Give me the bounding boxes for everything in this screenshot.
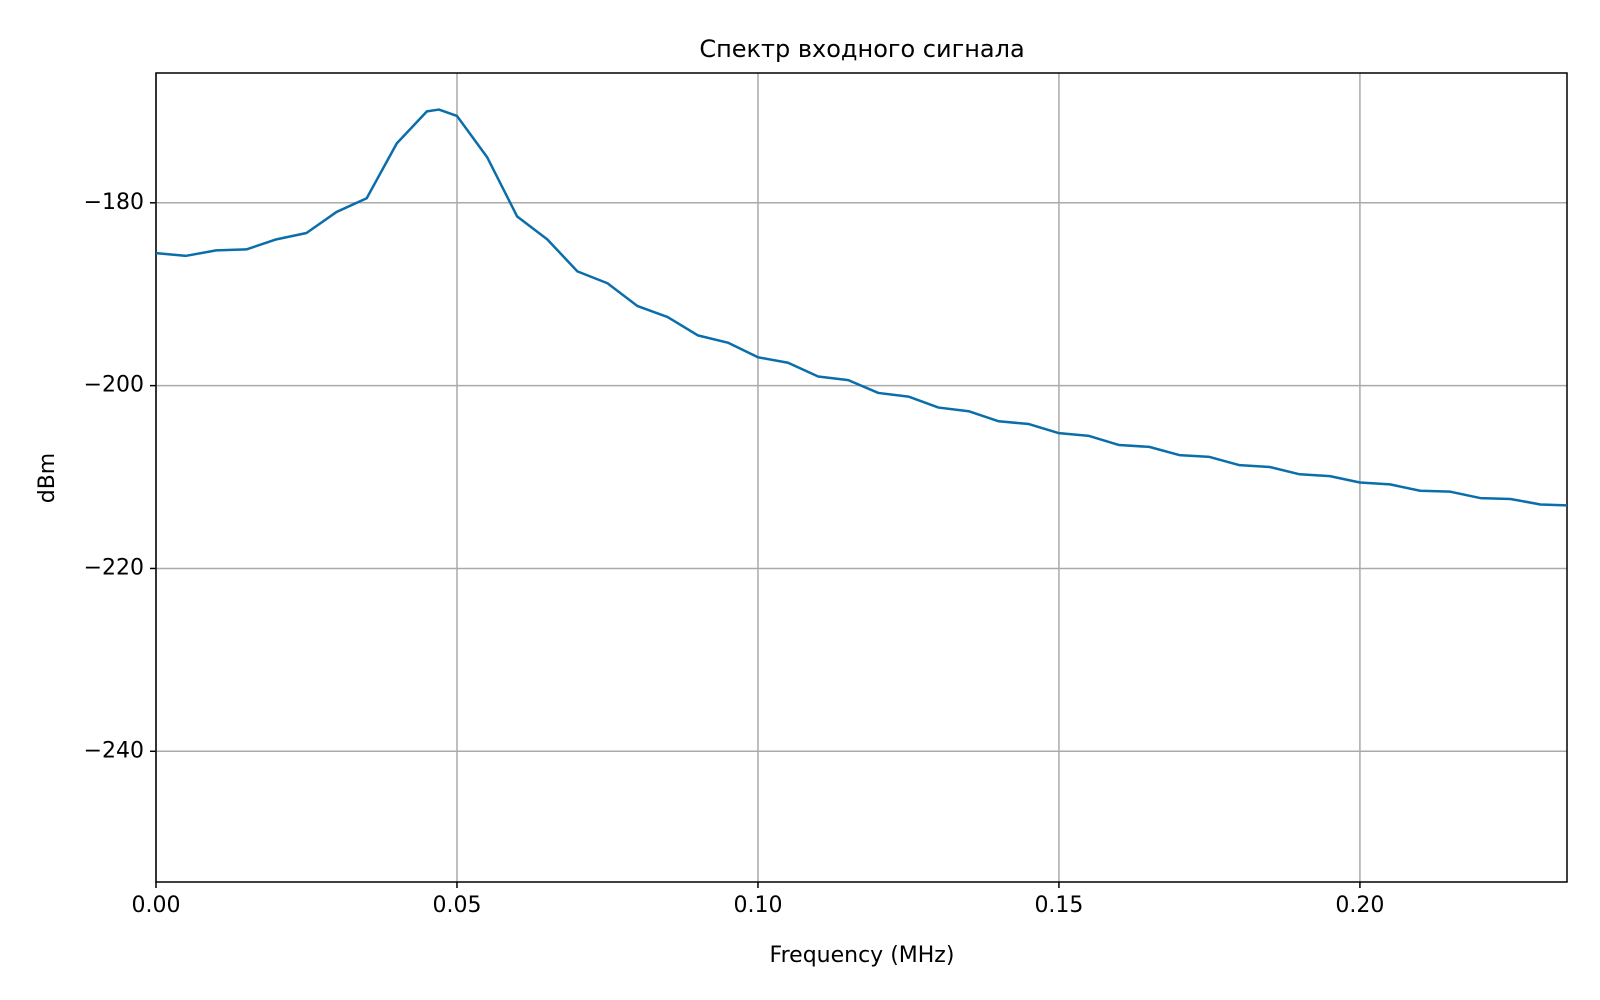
plot-frame [155, 72, 1568, 883]
y-tick-label: −240 [84, 738, 144, 763]
data-line [155, 108, 1568, 507]
x-tick-label: 0.20 [1335, 893, 1384, 918]
y-axis-label: dBm [35, 453, 60, 504]
y-tick-label: −220 [84, 555, 144, 580]
y-tick-label: −200 [84, 373, 144, 398]
x-tick-label: 0.00 [132, 893, 181, 918]
x-axis-label: Frequency (MHz) [770, 943, 955, 968]
y-tick-label: −180 [84, 190, 144, 215]
x-tick-label: 0.15 [1034, 893, 1083, 918]
x-tick-label: 0.10 [733, 893, 782, 918]
chart-title: Спектр входного сигнала [699, 35, 1024, 63]
x-tick-label: 0.05 [432, 893, 481, 918]
